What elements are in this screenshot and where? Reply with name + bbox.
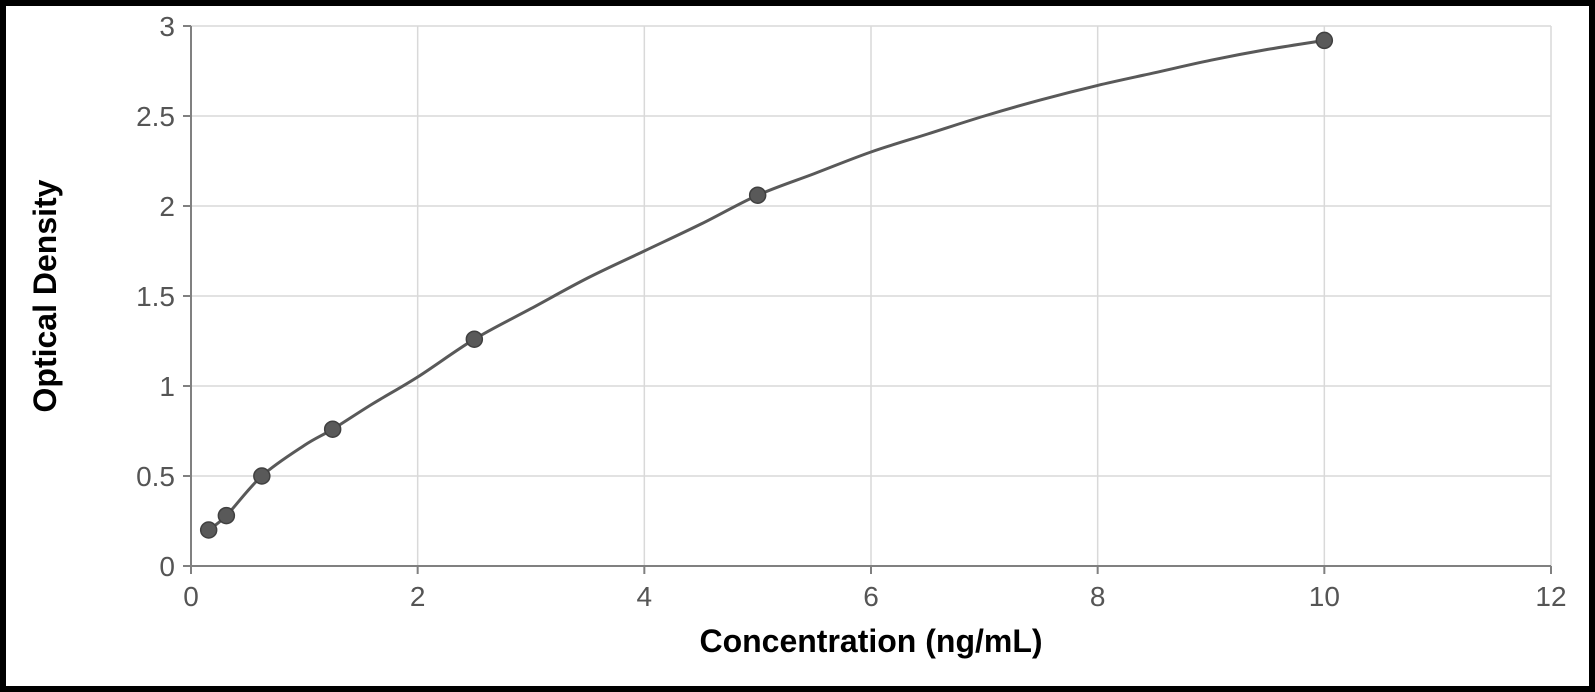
x-tick-label: 2 (410, 581, 426, 612)
x-tick-label: 6 (863, 581, 879, 612)
x-tick-label: 0 (183, 581, 199, 612)
data-point (466, 331, 482, 347)
y-tick-label: 3 (159, 11, 175, 42)
y-tick-label: 2 (159, 191, 175, 222)
x-tick-label: 10 (1309, 581, 1340, 612)
data-point (254, 468, 270, 484)
y-tick-label: 1 (159, 371, 175, 402)
data-curve (209, 40, 1325, 530)
chart-svg: 0 2 4 6 8 10 12 0 0.5 1 1.5 2 2.5 3 Concentration (ng/… (6, 6, 1589, 686)
data-point (1316, 32, 1332, 48)
x-axis-label: Concentration (ng/mL) (699, 623, 1042, 659)
data-point (750, 187, 766, 203)
data-point (201, 522, 217, 538)
y-tick-label: 0 (159, 551, 175, 582)
x-tick-label: 12 (1535, 581, 1566, 612)
y-tick-label: 2.5 (136, 101, 175, 132)
y-tick-label: 0.5 (136, 461, 175, 492)
y-tick-label: 1.5 (136, 281, 175, 312)
data-point (218, 508, 234, 524)
x-tick-label: 8 (1090, 581, 1106, 612)
data-point (325, 421, 341, 437)
x-tick-label: 4 (637, 581, 653, 612)
y-axis-label: Optical Density (27, 179, 63, 412)
chart-container: 0 2 4 6 8 10 12 0 0.5 1 1.5 2 2.5 3 Concentration (ng/… (0, 0, 1595, 692)
